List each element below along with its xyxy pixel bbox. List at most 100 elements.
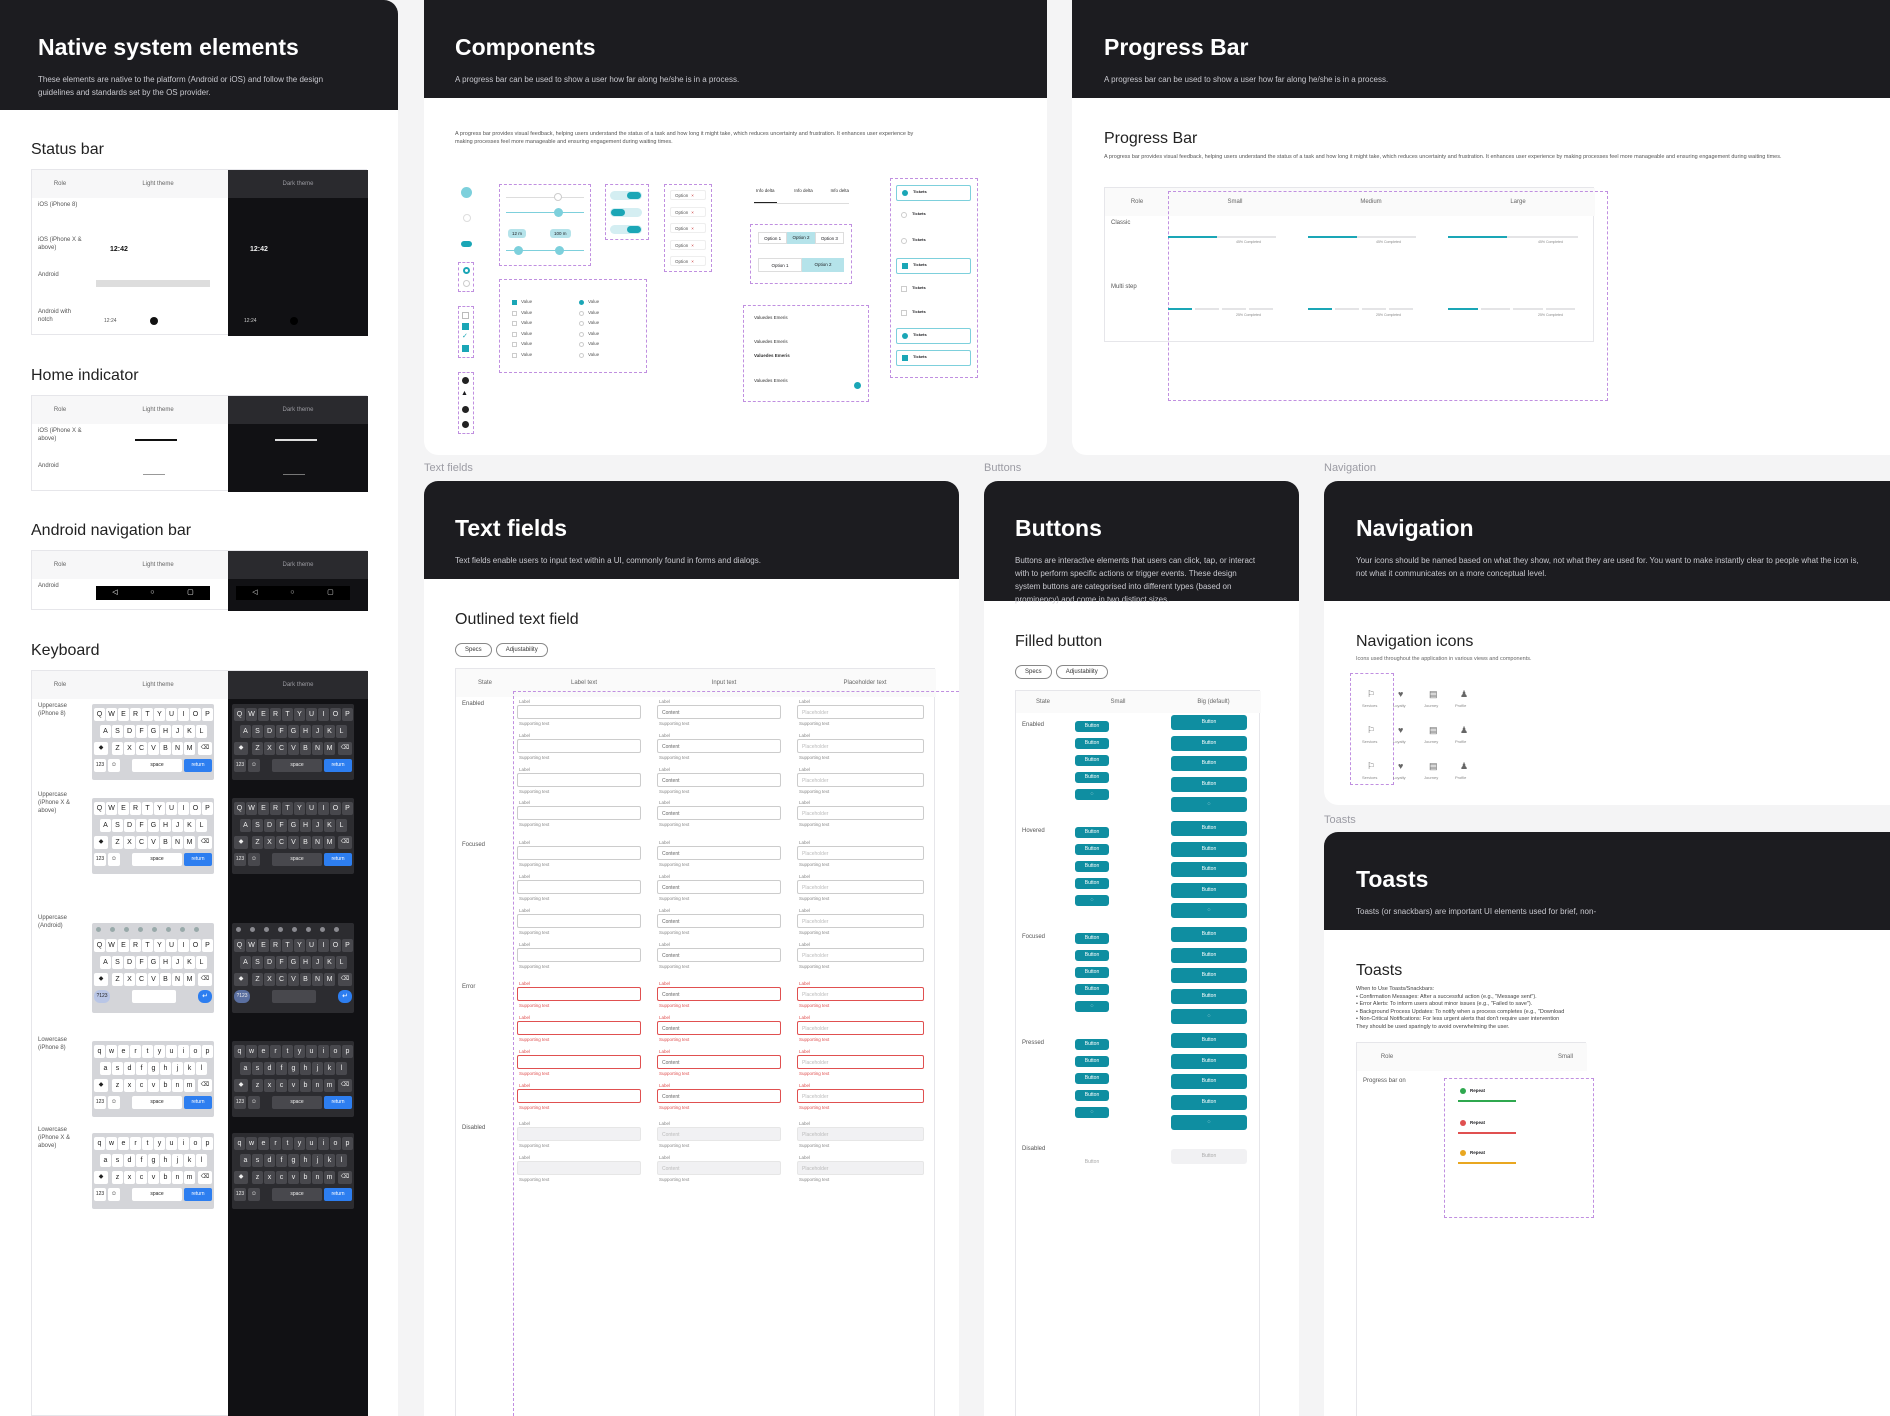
outlined-text-field[interactable] (517, 739, 641, 753)
outlined-text-field[interactable]: Placeholder (797, 1161, 924, 1175)
key[interactable]: Z (252, 973, 263, 986)
key[interactable]: I (318, 802, 329, 815)
radio-selected[interactable] (854, 382, 861, 389)
small-button[interactable]: ◌ (1075, 1107, 1109, 1118)
key[interactable]: Y (154, 708, 165, 721)
key[interactable]: U (306, 939, 317, 952)
radio[interactable] (579, 342, 584, 348)
small-button[interactable]: Button (1075, 772, 1109, 783)
shift-key[interactable]: ◆ (234, 973, 248, 986)
small-button[interactable]: ◌ (1075, 895, 1109, 906)
key[interactable]: T (142, 802, 153, 815)
backspace-key[interactable]: ⌫ (198, 742, 212, 755)
key[interactable]: D (124, 725, 135, 738)
profile-icon[interactable]: ♟ (1460, 725, 1469, 735)
small-button[interactable]: Button (1075, 1073, 1109, 1084)
key[interactable]: J (312, 819, 323, 832)
outlined-text-field[interactable]: Placeholder (797, 1055, 924, 1069)
key[interactable]: V (148, 836, 159, 849)
key[interactable]: n (172, 1171, 183, 1184)
key[interactable]: X (124, 973, 135, 986)
backspace-key[interactable]: ⌫ (338, 973, 352, 986)
shift-key[interactable]: ◆ (94, 973, 108, 986)
segment-option-3[interactable]: Option 3 (814, 232, 844, 244)
key[interactable]: E (258, 708, 269, 721)
key[interactable]: o (330, 1045, 341, 1058)
key[interactable]: G (288, 725, 299, 738)
key[interactable]: O (330, 708, 341, 721)
key[interactable]: Z (112, 836, 123, 849)
toggle-switch[interactable] (610, 208, 642, 217)
key[interactable]: D (124, 819, 135, 832)
key[interactable]: t (282, 1045, 293, 1058)
slider-handle[interactable] (554, 193, 562, 201)
shift-key[interactable]: ◆ (234, 836, 248, 849)
key[interactable]: a (240, 1062, 251, 1075)
key[interactable]: g (288, 1062, 299, 1075)
shift-key[interactable]: ◆ (234, 1079, 248, 1092)
key[interactable]: D (264, 725, 275, 738)
key[interactable]: w (246, 1045, 257, 1058)
key[interactable]: I (318, 939, 329, 952)
key[interactable]: Z (252, 836, 263, 849)
numbers-key[interactable]: 123 (234, 759, 246, 772)
outlined-text-field[interactable] (517, 880, 641, 894)
outlined-text-field[interactable] (517, 914, 641, 928)
key[interactable]: O (190, 708, 201, 721)
outlined-text-field[interactable]: Content (657, 1055, 781, 1069)
key[interactable]: Y (154, 939, 165, 952)
big-button[interactable]: Button (1171, 1033, 1247, 1048)
key[interactable]: z (252, 1079, 263, 1092)
key[interactable]: A (100, 725, 111, 738)
space-key[interactable]: space (132, 1096, 182, 1109)
key[interactable]: v (288, 1171, 299, 1184)
key[interactable]: y (294, 1045, 305, 1058)
key[interactable]: c (136, 1079, 147, 1092)
key[interactable]: T (142, 939, 153, 952)
key[interactable]: g (288, 1154, 299, 1167)
key[interactable]: X (124, 742, 135, 755)
outlined-text-field[interactable]: Content (657, 705, 781, 719)
key[interactable]: G (148, 956, 159, 969)
big-button[interactable]: Button (1171, 1094, 1247, 1110)
small-button[interactable]: Button (1075, 1039, 1109, 1050)
key[interactable]: x (264, 1079, 275, 1092)
journey-icon[interactable]: ▤ (1429, 689, 1438, 699)
radio[interactable] (579, 321, 584, 327)
key[interactable]: T (142, 708, 153, 721)
key[interactable]: N (312, 742, 323, 755)
key[interactable]: N (312, 973, 323, 986)
key[interactable]: F (276, 725, 287, 738)
journey-icon[interactable]: ▤ (1429, 725, 1438, 735)
key[interactable]: d (124, 1154, 135, 1167)
return-key[interactable]: return (324, 1096, 352, 1109)
space-key[interactable]: space (272, 1096, 322, 1109)
filter-chip[interactable]: Option × (670, 256, 706, 266)
key[interactable]: E (118, 939, 129, 952)
emoji-key[interactable]: ☺ (248, 1096, 260, 1109)
key[interactable]: I (178, 939, 189, 952)
shift-key[interactable]: ◆ (234, 742, 248, 755)
key[interactable]: B (160, 742, 171, 755)
outlined-text-field[interactable]: Content (657, 987, 781, 1001)
key[interactable]: S (252, 956, 263, 969)
numbers-key[interactable]: 123 (94, 759, 106, 772)
key[interactable]: Y (294, 939, 305, 952)
key[interactable]: Q (234, 939, 245, 952)
key[interactable]: R (130, 939, 141, 952)
big-button[interactable]: Button (1171, 756, 1247, 771)
outlined-text-field[interactable]: Content (657, 846, 781, 860)
outlined-text-field[interactable] (517, 806, 641, 820)
key[interactable]: H (300, 725, 311, 738)
radio[interactable] (579, 331, 584, 337)
key[interactable]: S (252, 819, 263, 832)
numbers-key[interactable]: 123 (234, 1188, 246, 1201)
toolbar-icon[interactable] (180, 927, 185, 932)
key[interactable]: j (172, 1154, 183, 1167)
toolbar-icon[interactable] (166, 927, 171, 932)
key[interactable]: D (264, 956, 275, 969)
key[interactable]: H (160, 819, 171, 832)
profile-icon[interactable]: ♟ (1460, 689, 1469, 699)
key[interactable]: b (160, 1079, 171, 1092)
checkbox[interactable] (512, 353, 517, 358)
